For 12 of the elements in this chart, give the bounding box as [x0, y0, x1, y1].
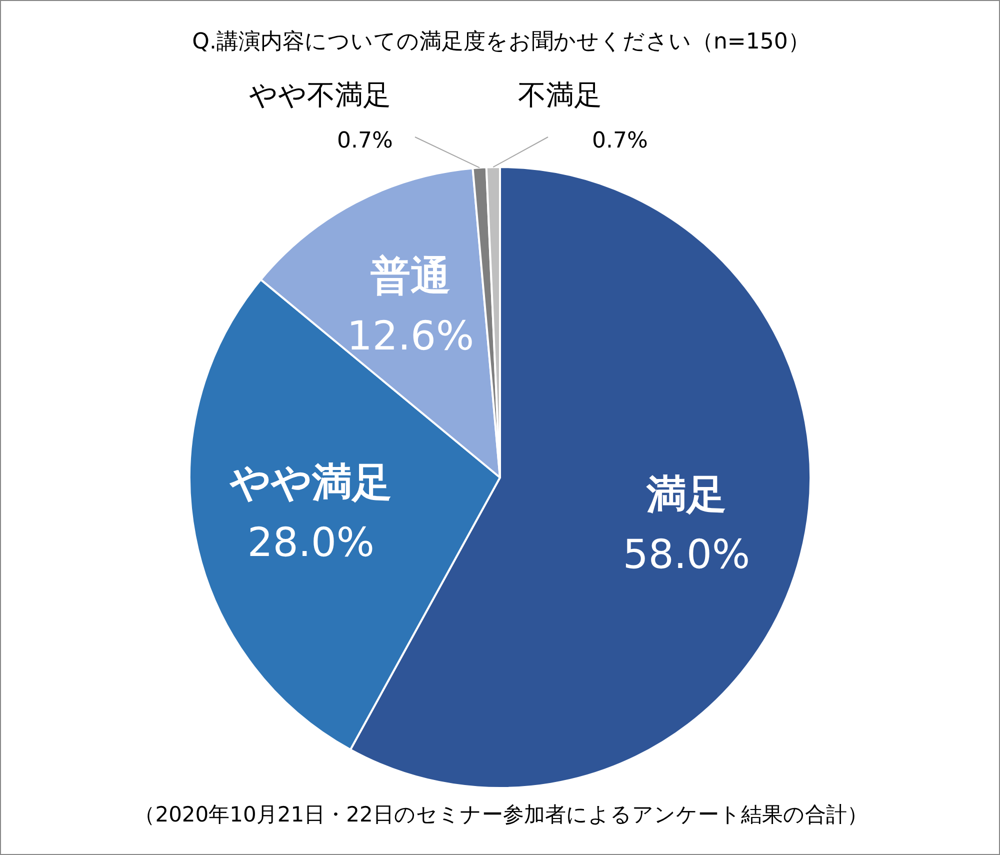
data-label: 28.0% [247, 520, 374, 566]
slice-label: 満足 [645, 472, 726, 518]
text: （2020年10月21日・22日のセミナー参加者によるアンケート結果の合計） [134, 802, 868, 826]
slice-label: 不満足 [518, 78, 602, 112]
slice-label: 普通 [370, 253, 450, 300]
chart-title: Q.講演内容についての満足度をお聞かせください（n=150） [192, 30, 810, 55]
slice-label: やや満足 [228, 460, 392, 506]
data-label: 58.0% [622, 532, 750, 578]
data-label: 0.7% [592, 128, 648, 154]
data-label: 0.7% [337, 128, 393, 154]
data-label: 12.6% [346, 313, 474, 360]
slice-label: やや不満足 [249, 78, 391, 112]
